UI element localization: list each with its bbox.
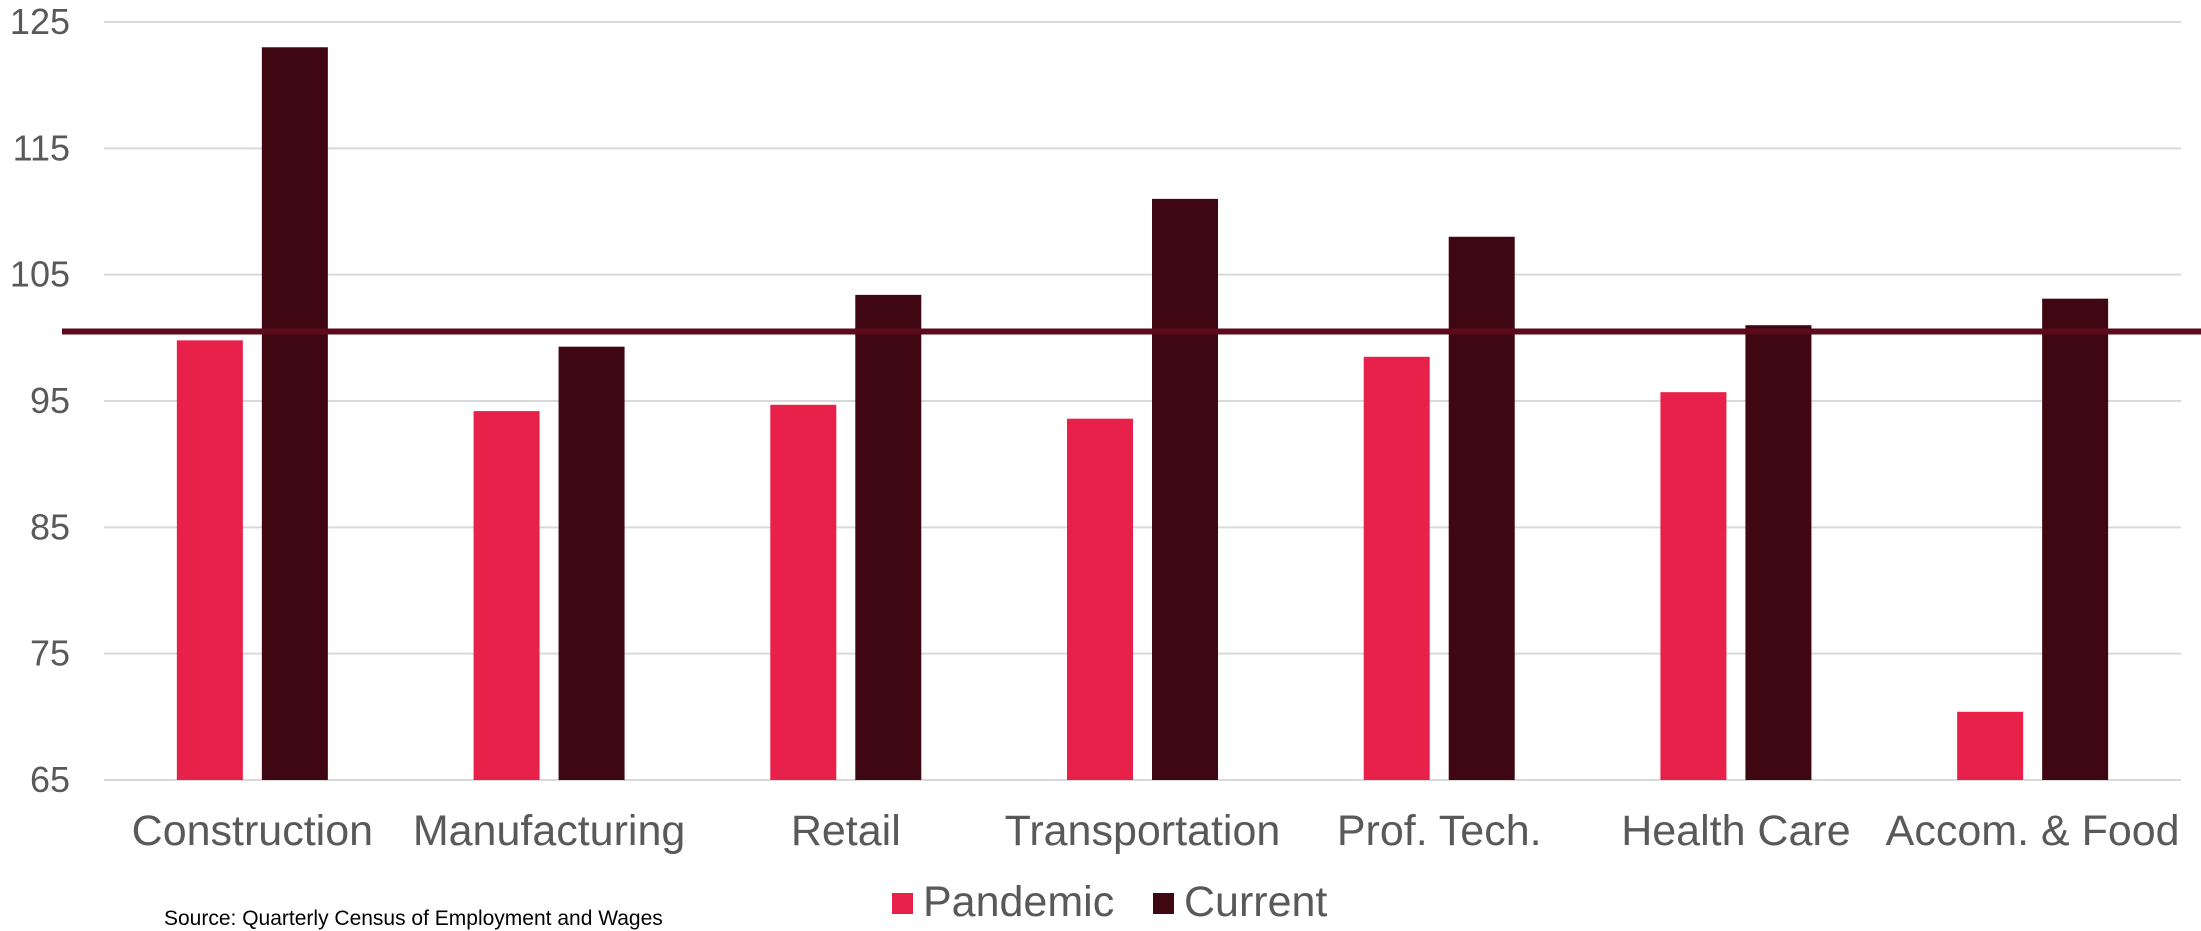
x-category-label: Prof. Tech. <box>1337 807 1542 855</box>
source-note: Source: Quarterly Census of Employment a… <box>164 907 663 930</box>
bar-current <box>1448 236 1515 780</box>
bar-pandemic <box>1957 711 2024 780</box>
bar-pandemic <box>770 404 837 780</box>
y-tick-label: 75 <box>30 633 70 674</box>
legend-label: Pandemic <box>923 878 1114 922</box>
y-tick-label: 125 <box>10 1 70 42</box>
bars <box>176 47 2109 781</box>
gridlines <box>104 21 2181 781</box>
bar-pandemic <box>1363 356 1430 780</box>
bar-pandemic <box>176 340 243 780</box>
y-tick-label: 85 <box>30 506 70 547</box>
y-axis-ticks: 65 75 85 95 105 115 125 <box>10 1 70 800</box>
bar-current <box>558 346 625 780</box>
bar-current <box>855 294 922 780</box>
bar-pandemic <box>1660 392 1727 780</box>
y-tick-label: 65 <box>30 759 70 800</box>
bar-current <box>261 47 328 781</box>
y-tick-label: 115 <box>13 127 70 168</box>
legend-label: Current <box>1184 878 1327 922</box>
legend-swatch <box>892 893 913 914</box>
bar-current <box>2042 298 2109 780</box>
x-axis-categories: Construction Manufacturing Retail Transport… <box>132 807 2180 855</box>
y-tick-label: 105 <box>10 254 70 295</box>
y-tick-label: 95 <box>30 380 70 421</box>
bar-pandemic <box>473 411 540 780</box>
bar-current <box>1152 198 1218 780</box>
x-category-label: Construction <box>132 807 373 855</box>
x-category-label: Health Care <box>1621 807 1850 855</box>
bar-current <box>1745 325 1812 780</box>
x-category-label: Accom. & Food <box>1886 807 2180 855</box>
legend: Pandemic Current <box>892 878 1327 922</box>
x-category-label: Retail <box>791 807 901 855</box>
legend-swatch <box>1153 893 1174 914</box>
x-category-label: Transportation <box>1005 807 1281 855</box>
x-category-label: Manufacturing <box>413 807 686 855</box>
bar-pandemic <box>1067 418 1133 780</box>
